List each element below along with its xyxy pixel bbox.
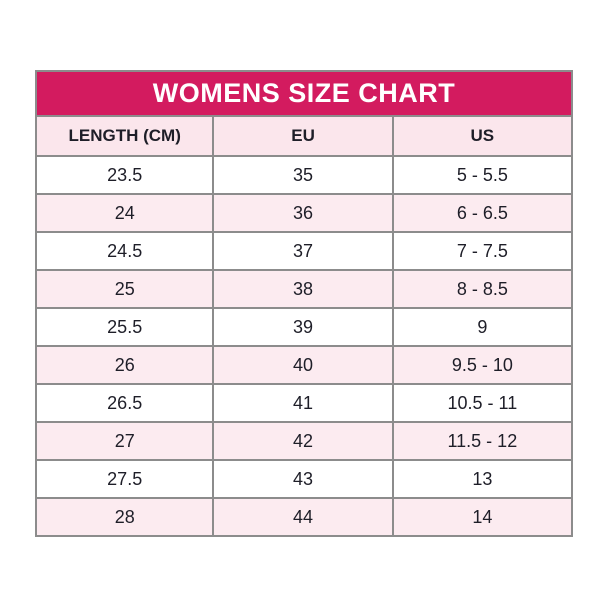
table-row: 27.5 43 13 xyxy=(34,459,574,499)
table-row: 25 38 8 - 8.5 xyxy=(34,269,574,309)
column-header-length-cm: LENGTH (CM) xyxy=(34,115,215,157)
eu-size-value: 41 xyxy=(212,383,394,423)
eu-size-value: 43 xyxy=(212,459,394,499)
eu-size-value: 38 xyxy=(212,269,394,309)
us-size-value: 5 - 5.5 xyxy=(391,155,574,195)
table-row: 24.5 37 7 - 7.5 xyxy=(34,231,574,271)
column-header-eu: EU xyxy=(212,115,394,157)
eu-size-value: 37 xyxy=(212,231,394,271)
length-cm-value: 23.5 xyxy=(34,155,215,195)
chart-title: WOMENS SIZE CHART xyxy=(35,70,573,117)
us-size-value: 8 - 8.5 xyxy=(391,269,574,309)
us-size-value: 10.5 - 11 xyxy=(391,383,574,423)
length-cm-value: 25.5 xyxy=(34,307,215,347)
length-cm-value: 27 xyxy=(34,421,215,461)
us-size-value: 9.5 - 10 xyxy=(391,345,574,385)
column-header-us: US xyxy=(391,115,574,157)
eu-size-value: 35 xyxy=(212,155,394,195)
table-row: 25.5 39 9 xyxy=(34,307,574,347)
us-size-value: 14 xyxy=(391,497,574,537)
eu-size-value: 42 xyxy=(212,421,394,461)
length-cm-value: 24 xyxy=(34,193,215,233)
us-size-value: 11.5 - 12 xyxy=(391,421,574,461)
size-chart-table: WOMENS SIZE CHART LENGTH (CM) EU US 23.5… xyxy=(34,70,574,537)
table-row: 24 36 6 - 6.5 xyxy=(34,193,574,233)
length-cm-value: 25 xyxy=(34,269,215,309)
table-row: 27 42 11.5 - 12 xyxy=(34,421,574,461)
us-size-value: 13 xyxy=(391,459,574,499)
eu-size-value: 39 xyxy=(212,307,394,347)
us-size-value: 7 - 7.5 xyxy=(391,231,574,271)
table-row: 26.5 41 10.5 - 11 xyxy=(34,383,574,423)
length-cm-value: 26 xyxy=(34,345,215,385)
table-row: 28 44 14 xyxy=(34,497,574,537)
length-cm-value: 26.5 xyxy=(34,383,215,423)
title-banner-row: WOMENS SIZE CHART xyxy=(35,70,573,117)
eu-size-value: 40 xyxy=(212,345,394,385)
us-size-value: 9 xyxy=(391,307,574,347)
eu-size-value: 36 xyxy=(212,193,394,233)
eu-size-value: 44 xyxy=(212,497,394,537)
table-row: 26 40 9.5 - 10 xyxy=(34,345,574,385)
length-cm-value: 24.5 xyxy=(34,231,215,271)
us-size-value: 6 - 6.5 xyxy=(391,193,574,233)
column-header-row: LENGTH (CM) EU US xyxy=(34,115,574,157)
length-cm-value: 27.5 xyxy=(34,459,215,499)
table-row: 23.5 35 5 - 5.5 xyxy=(34,155,574,195)
length-cm-value: 28 xyxy=(34,497,215,537)
